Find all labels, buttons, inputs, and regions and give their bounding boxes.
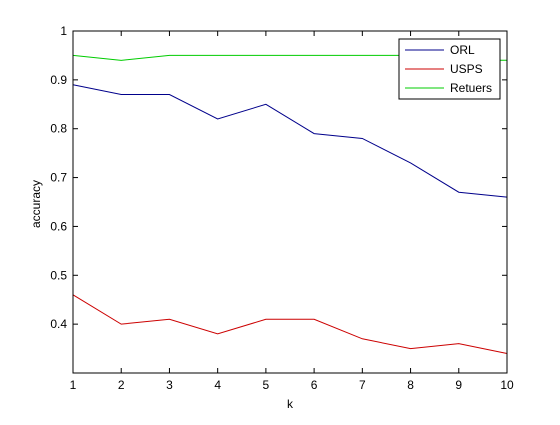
x-tick-label: 9 (455, 378, 462, 392)
axes-layer (72, 30, 508, 374)
legend: ORL USPS Retuers (398, 38, 501, 100)
y-tick-label: 0.4 (50, 317, 67, 331)
ticks-layer: 1 2 3 4 5 6 7 8 9 10 0.4 0.5 0.6 0.7 0.8 0.9 1 (50, 24, 514, 392)
y-tick-label: 0.8 (50, 122, 67, 136)
x-tick-label: 1 (70, 378, 77, 392)
y-tick-label: 0.9 (50, 73, 67, 87)
x-axis-label: k (287, 397, 294, 411)
y-tick-label: 0.5 (50, 268, 67, 282)
x-tick-label: 3 (166, 378, 173, 392)
axes-box (72, 30, 508, 374)
y-tick-label: 0.6 (50, 219, 67, 233)
series-line-usps (72, 294, 508, 354)
x-tick-label: 6 (311, 378, 318, 392)
y-tick-label: 0.7 (50, 171, 67, 185)
series-line-orl (72, 84, 508, 198)
x-tick-label: 5 (263, 378, 270, 392)
y-axis-label: accuracy (29, 180, 43, 228)
x-tick-label: 2 (118, 378, 125, 392)
y-tick-label: 1 (60, 24, 67, 38)
x-tick-label: 4 (214, 378, 221, 392)
x-tick-label: 10 (500, 378, 514, 392)
legend-label-retuers: Retuers (450, 81, 492, 95)
x-tick-label: 8 (407, 378, 414, 392)
legend-label-usps: USPS (450, 62, 483, 76)
legend-label-orl: ORL (450, 43, 475, 57)
x-tick-label: 7 (359, 378, 366, 392)
